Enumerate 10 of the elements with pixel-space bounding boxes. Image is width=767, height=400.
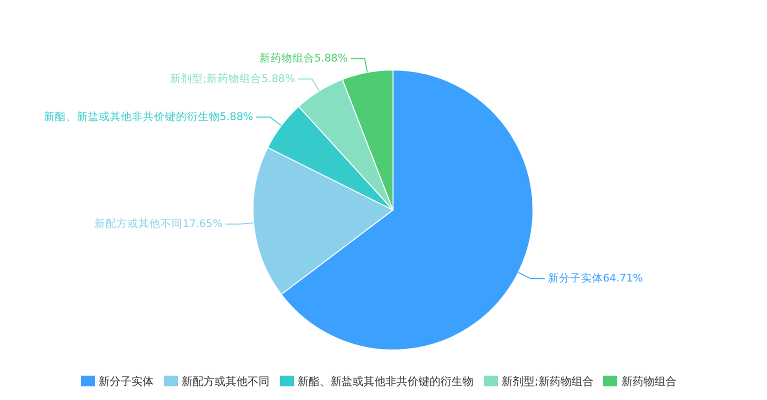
category-label: 新酯、新盐或其他非共价键的衍生物5.88%	[44, 111, 254, 124]
category-label: 新分子实体64.71%	[548, 272, 643, 285]
legend-label: 新酯、新盐或其他非共价键的衍生物	[298, 375, 474, 388]
category-label: 新药物组合5.88%	[259, 52, 348, 65]
legend-label: 新药物组合	[621, 375, 676, 388]
category-label: 新剂型;新药物组合5.88%	[170, 73, 295, 86]
legend-label: 新剂型;新药物组合	[502, 375, 594, 388]
legend-label: 新配方或其他不同	[182, 375, 270, 388]
legend-label: 新分子实体	[98, 375, 154, 388]
category-label: 新配方或其他不同17.65%	[94, 218, 223, 230]
